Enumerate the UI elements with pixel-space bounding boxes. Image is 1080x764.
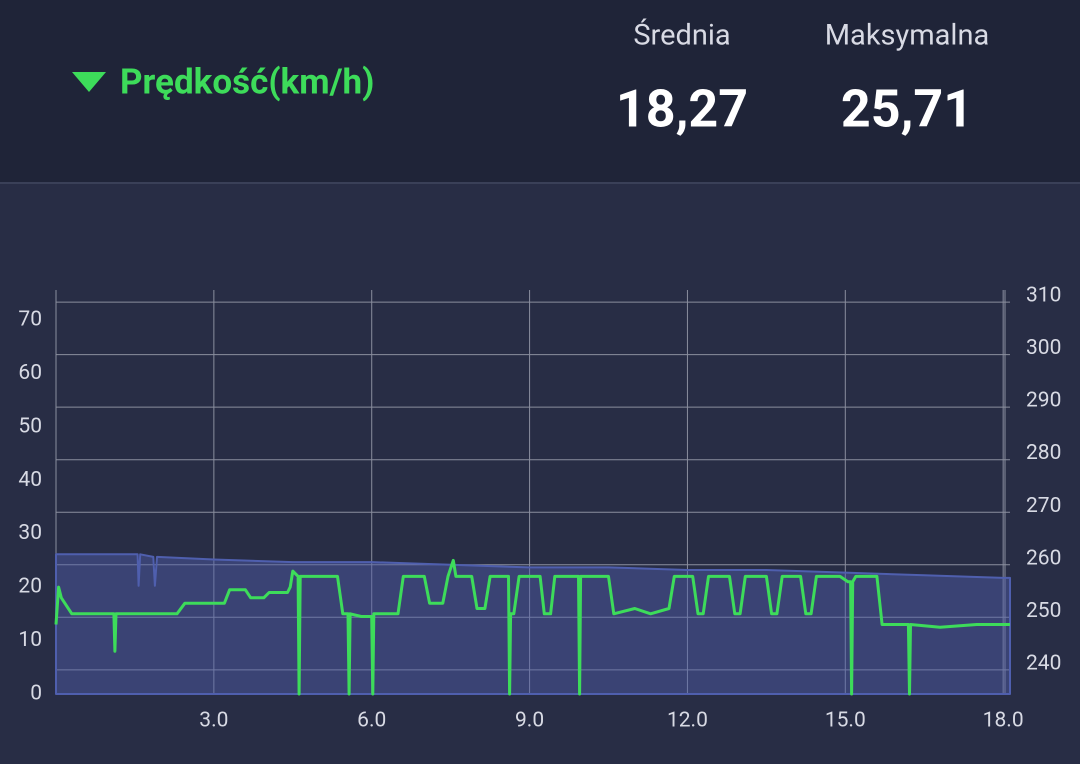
stat-value: 18,27 <box>616 79 748 140</box>
x-tick-label: 9.0 <box>515 709 544 733</box>
header-title[interactable]: Prędkość(km/h) <box>120 61 374 102</box>
collapse-icon[interactable] <box>72 72 106 92</box>
y2-tick-label: 260 <box>1026 546 1061 570</box>
y-tick-label: 30 <box>18 521 42 545</box>
y-tick-label: 40 <box>18 468 42 492</box>
x-tick-label: 12.0 <box>667 709 708 733</box>
y-tick-label: 50 <box>18 414 42 438</box>
stat-label: Maksymalna <box>825 19 990 53</box>
stat-value: 25,71 <box>841 79 973 140</box>
y-tick-label: 60 <box>18 361 42 385</box>
y2-tick-label: 300 <box>1026 336 1061 360</box>
y2-tick-label: 270 <box>1026 494 1061 518</box>
y-tick-label: 70 <box>18 307 42 331</box>
y2-tick-label: 280 <box>1026 441 1061 465</box>
y2-tick-label: 250 <box>1026 599 1061 623</box>
x-tick-label: 3.0 <box>199 709 228 733</box>
y-tick-label: 0 <box>30 682 42 706</box>
y2-tick-label: 310 <box>1026 284 1061 308</box>
header-bg <box>0 0 1080 183</box>
stat-label: Średnia <box>633 18 730 53</box>
line <box>54 558 1010 696</box>
x-tick-label: 6.0 <box>357 709 386 733</box>
x-tick-label: 15.0 <box>825 709 866 733</box>
y-tick-label: 20 <box>18 575 42 599</box>
x-tick-label: 18.0 <box>983 709 1024 733</box>
y2-tick-label: 240 <box>1026 651 1061 675</box>
y2-tick-label: 290 <box>1026 389 1061 413</box>
y-tick-label: 10 <box>18 628 42 652</box>
